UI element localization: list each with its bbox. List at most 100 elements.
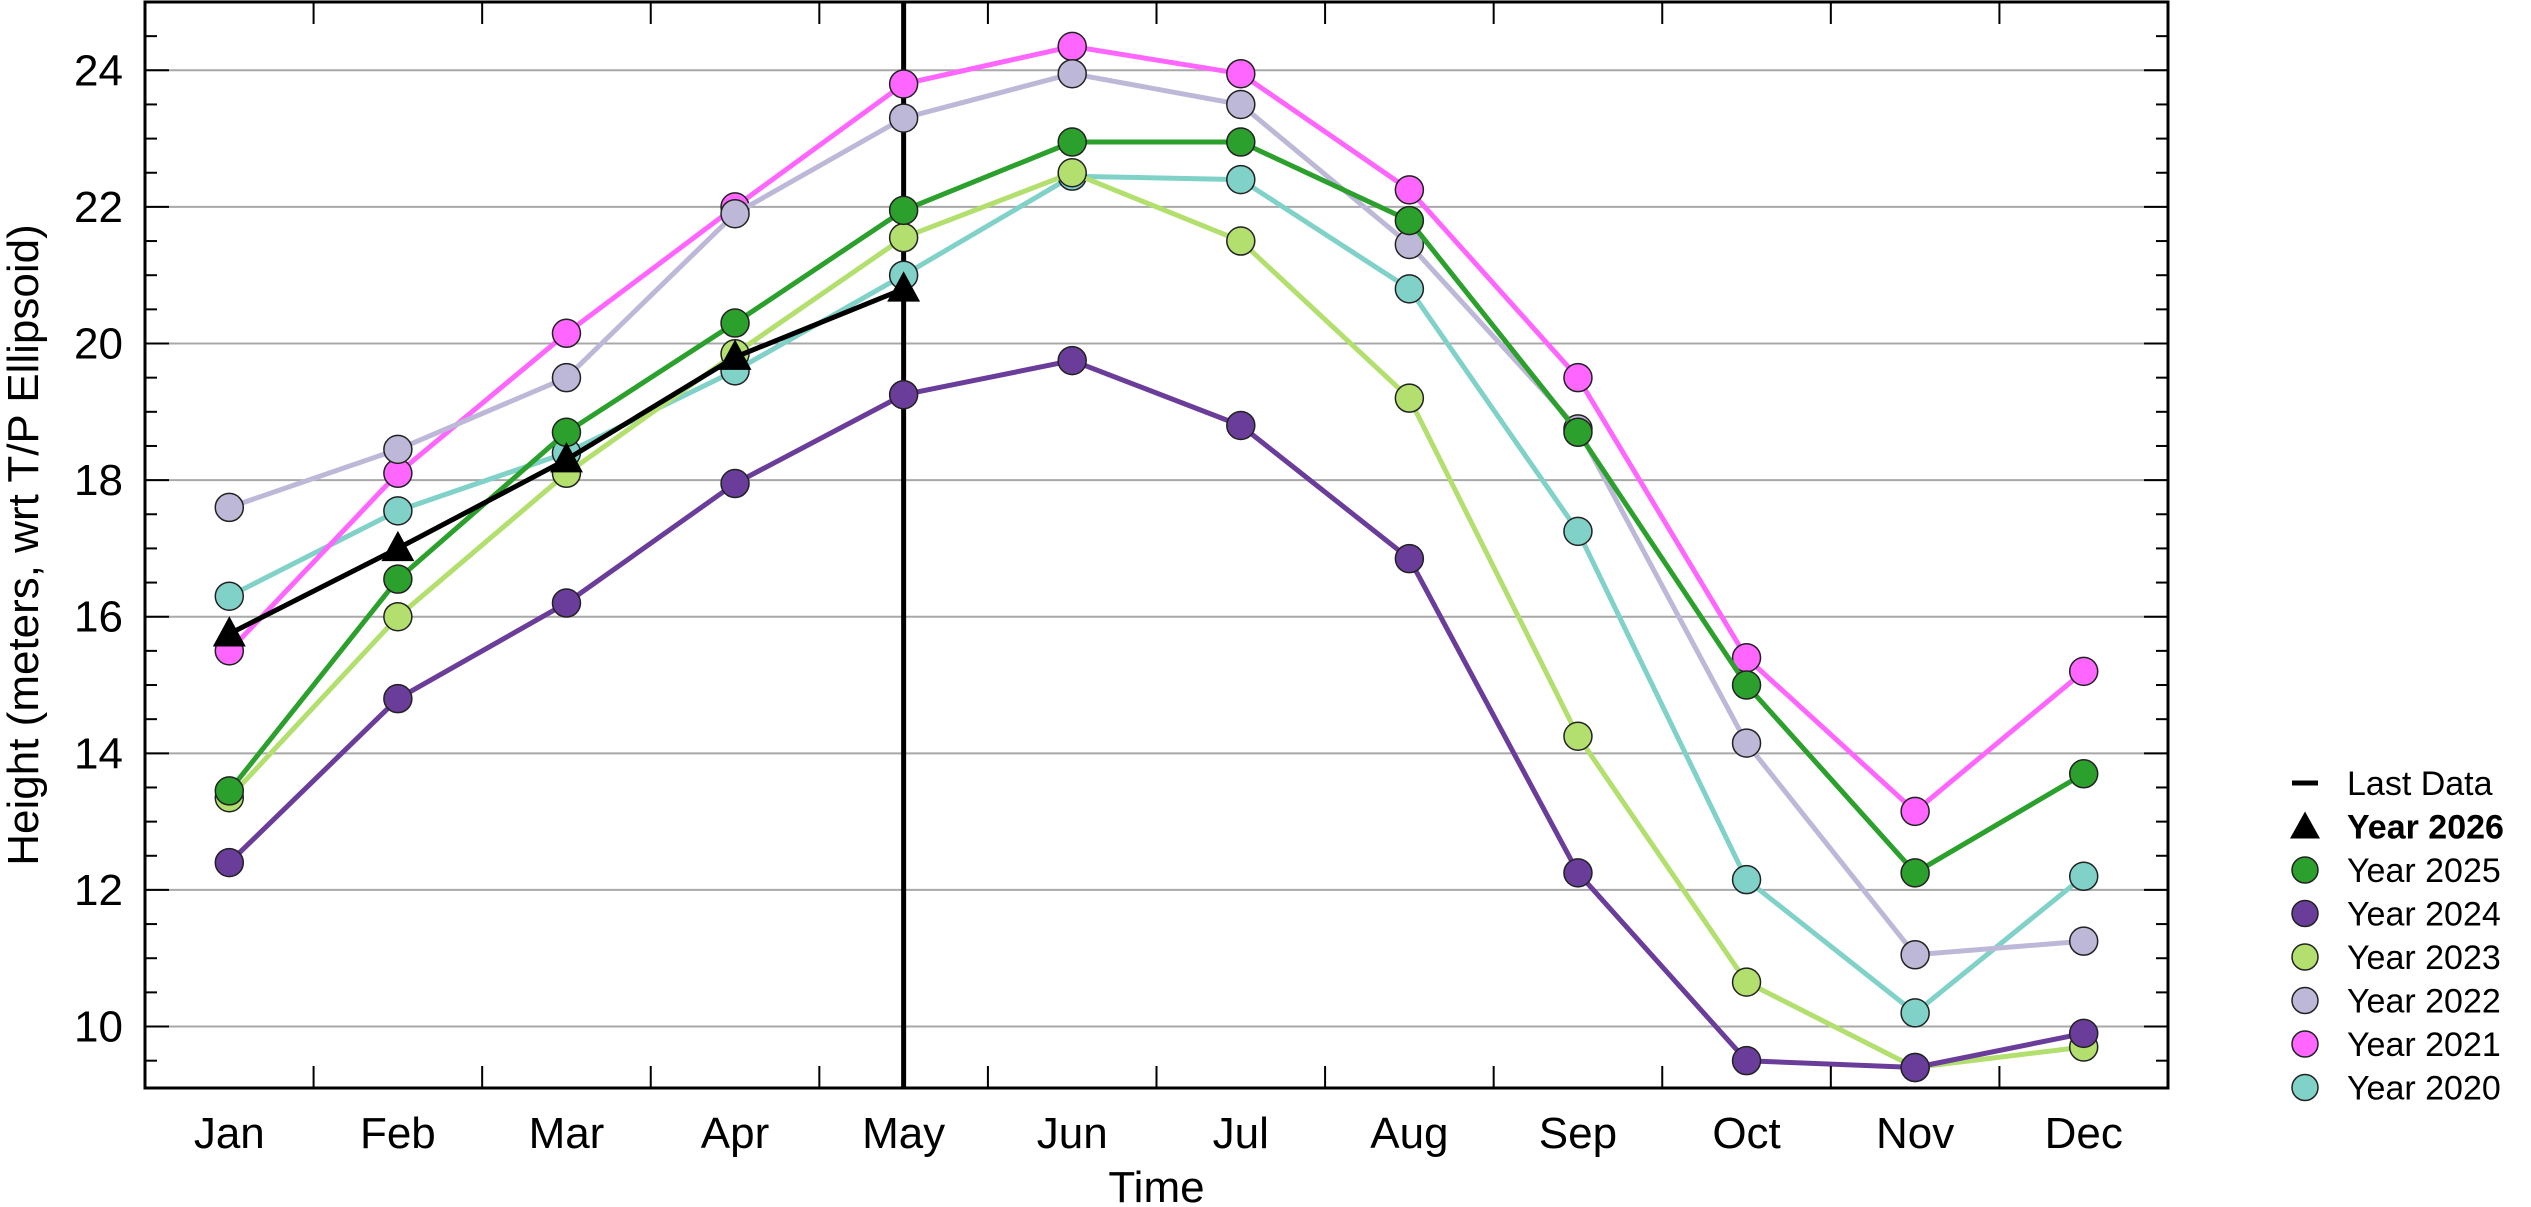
series-line-year-2021 bbox=[227, 43, 2086, 814]
data-point-year-2021-dec bbox=[2068, 656, 2099, 687]
data-point-year-2023-jun bbox=[1057, 158, 1087, 188]
data-point-year-2026-may bbox=[887, 271, 921, 302]
x-tick-label-may: May bbox=[862, 1109, 945, 1158]
y-tick-label-16: 16 bbox=[74, 593, 123, 642]
data-point-year-2022-jun bbox=[1057, 58, 1087, 89]
legend-item-year-2025: Year 2025 bbox=[2291, 852, 2501, 890]
y-tick-label-20: 20 bbox=[74, 320, 123, 369]
legend-marker-year-2020 bbox=[2291, 1073, 2319, 1102]
legend-label-year-2020: Year 2020 bbox=[2347, 1070, 2501, 1108]
legend-marker-year-2022 bbox=[2291, 986, 2319, 1015]
plot-frame bbox=[143, 0, 2170, 1090]
x-axis-title: Time bbox=[1108, 1163, 1204, 1207]
x-tick-label-sep: Sep bbox=[1539, 1109, 1617, 1158]
data-point-year-2025-oct bbox=[1731, 670, 1762, 700]
series-year-2024 bbox=[214, 345, 2099, 1083]
series-layer bbox=[212, 31, 2099, 1083]
legend-item-year-2026: Year 2026 bbox=[2290, 809, 2504, 847]
series-line-year-2024 bbox=[227, 358, 2085, 1070]
data-point-year-2023-oct bbox=[1731, 967, 1762, 997]
data-point-year-2021-aug bbox=[1394, 175, 1425, 205]
legend-item-year-2023: Year 2023 bbox=[2291, 939, 2501, 977]
y-axis-title: Height (meters, wrt T/P Ellipsoid) bbox=[0, 224, 48, 865]
data-point-year-2026-apr bbox=[718, 339, 752, 370]
data-point-year-2020-jan bbox=[214, 581, 245, 611]
legend-marker-year-2025 bbox=[2291, 856, 2319, 884]
legend-item-year-2020: Year 2020 bbox=[2291, 1070, 2501, 1108]
legend: Last Data Year 2026 Year 2025 Year 2024 Year… bbox=[2290, 765, 2504, 1108]
x-tick-label-jan: Jan bbox=[194, 1109, 265, 1158]
data-point-year-2020-oct bbox=[1731, 864, 1762, 895]
data-point-year-2022-jul bbox=[1226, 89, 1256, 120]
data-point-year-2020-nov bbox=[1900, 998, 1930, 1028]
data-point-year-2024-apr bbox=[720, 468, 750, 499]
legend-marker-year-2026 bbox=[2290, 811, 2320, 839]
data-point-year-2022-jan bbox=[214, 492, 245, 523]
data-point-year-2024-aug bbox=[1394, 543, 1425, 574]
y-tick-labels: 10 12 14 16 18 20 22 24 bbox=[74, 46, 123, 1051]
series-line-year-2020 bbox=[228, 173, 2086, 1016]
legend-marker-year-2024 bbox=[2291, 899, 2319, 928]
data-point-year-2025-sep bbox=[1563, 417, 1593, 448]
y-tick-label-24: 24 bbox=[74, 46, 123, 95]
y-tick-label-14: 14 bbox=[74, 729, 123, 778]
data-point-year-2024-dec bbox=[2068, 1018, 2099, 1049]
data-point-year-2025-jun bbox=[1057, 127, 1087, 157]
data-point-year-2022-may bbox=[888, 103, 919, 133]
series-year-2020 bbox=[214, 161, 2099, 1028]
axis-ticks bbox=[144, 1, 2169, 1088]
data-point-year-2022-feb bbox=[383, 434, 413, 465]
legend-marker-year-2021 bbox=[2291, 1030, 2319, 1058]
series-year-2025 bbox=[214, 127, 2099, 888]
x-tick-label-nov: Nov bbox=[1876, 1109, 1954, 1158]
legend-label-year-2021: Year 2021 bbox=[2347, 1026, 2501, 1064]
data-point-year-2023-feb bbox=[383, 601, 413, 632]
data-point-year-2021-sep bbox=[1563, 362, 1593, 393]
data-point-year-2025-nov bbox=[1900, 858, 1930, 888]
y-tick-label-18: 18 bbox=[74, 456, 123, 505]
data-point-year-2022-oct bbox=[1731, 728, 1762, 758]
grid-lines bbox=[145, 69, 2168, 1028]
data-point-year-2026-feb bbox=[381, 530, 415, 562]
legend-label-year-2022: Year 2022 bbox=[2347, 983, 2501, 1021]
data-point-year-2024-jun bbox=[1057, 345, 1087, 376]
data-point-year-2020-dec bbox=[2068, 861, 2099, 892]
legend-label-year-2023: Year 2023 bbox=[2347, 939, 2501, 977]
x-tick-label-apr: Apr bbox=[701, 1109, 769, 1158]
data-point-year-2025-apr bbox=[720, 308, 750, 338]
data-point-year-2022-mar bbox=[551, 362, 582, 393]
data-point-year-2024-may bbox=[888, 379, 919, 410]
series-year-2022 bbox=[214, 58, 2099, 970]
data-point-year-2024-mar bbox=[551, 588, 582, 618]
data-point-year-2020-aug bbox=[1394, 274, 1425, 304]
x-tick-label-oct: Oct bbox=[1712, 1109, 1780, 1158]
series-line-year-2023 bbox=[227, 170, 2085, 1070]
series-year-2021 bbox=[214, 31, 2099, 827]
data-point-year-2023-aug bbox=[1394, 383, 1425, 413]
legend-item-year-2024: Year 2024 bbox=[2291, 896, 2501, 934]
y-tick-label-22: 22 bbox=[74, 183, 123, 232]
x-tick-label-dec: Dec bbox=[2045, 1109, 2123, 1158]
data-point-year-2025-dec bbox=[2068, 759, 2099, 789]
data-point-year-2026-jan bbox=[212, 616, 246, 647]
data-point-year-2020-jul bbox=[1226, 164, 1256, 195]
data-point-year-2024-oct bbox=[1731, 1045, 1762, 1076]
data-point-year-2023-sep bbox=[1563, 721, 1593, 751]
data-point-year-2020-sep bbox=[1563, 516, 1593, 547]
data-point-year-2022-apr bbox=[720, 198, 750, 229]
legend-item-year-2022: Year 2022 bbox=[2291, 983, 2501, 1021]
x-tick-label-feb: Feb bbox=[360, 1109, 436, 1158]
legend-item-last-data: Last Data bbox=[2292, 765, 2493, 803]
legend-label-year-2024: Year 2024 bbox=[2347, 896, 2501, 934]
x-tick-labels: Jan Feb Mar Apr May Jun Jul Aug Sep Oct Nov Dec bbox=[194, 1109, 2123, 1158]
series-line-year-2022 bbox=[228, 71, 2084, 958]
data-point-year-2024-jul bbox=[1226, 410, 1256, 441]
series-year-2026 bbox=[212, 271, 921, 647]
x-tick-label-mar: Mar bbox=[529, 1109, 605, 1158]
x-tick-label-jun: Jun bbox=[1037, 1109, 1108, 1158]
x-tick-label-jul: Jul bbox=[1213, 1109, 1269, 1158]
legend-item-year-2021: Year 2021 bbox=[2291, 1026, 2501, 1064]
data-point-year-2025-jan bbox=[214, 776, 245, 806]
data-point-year-2024-jan bbox=[214, 847, 245, 878]
